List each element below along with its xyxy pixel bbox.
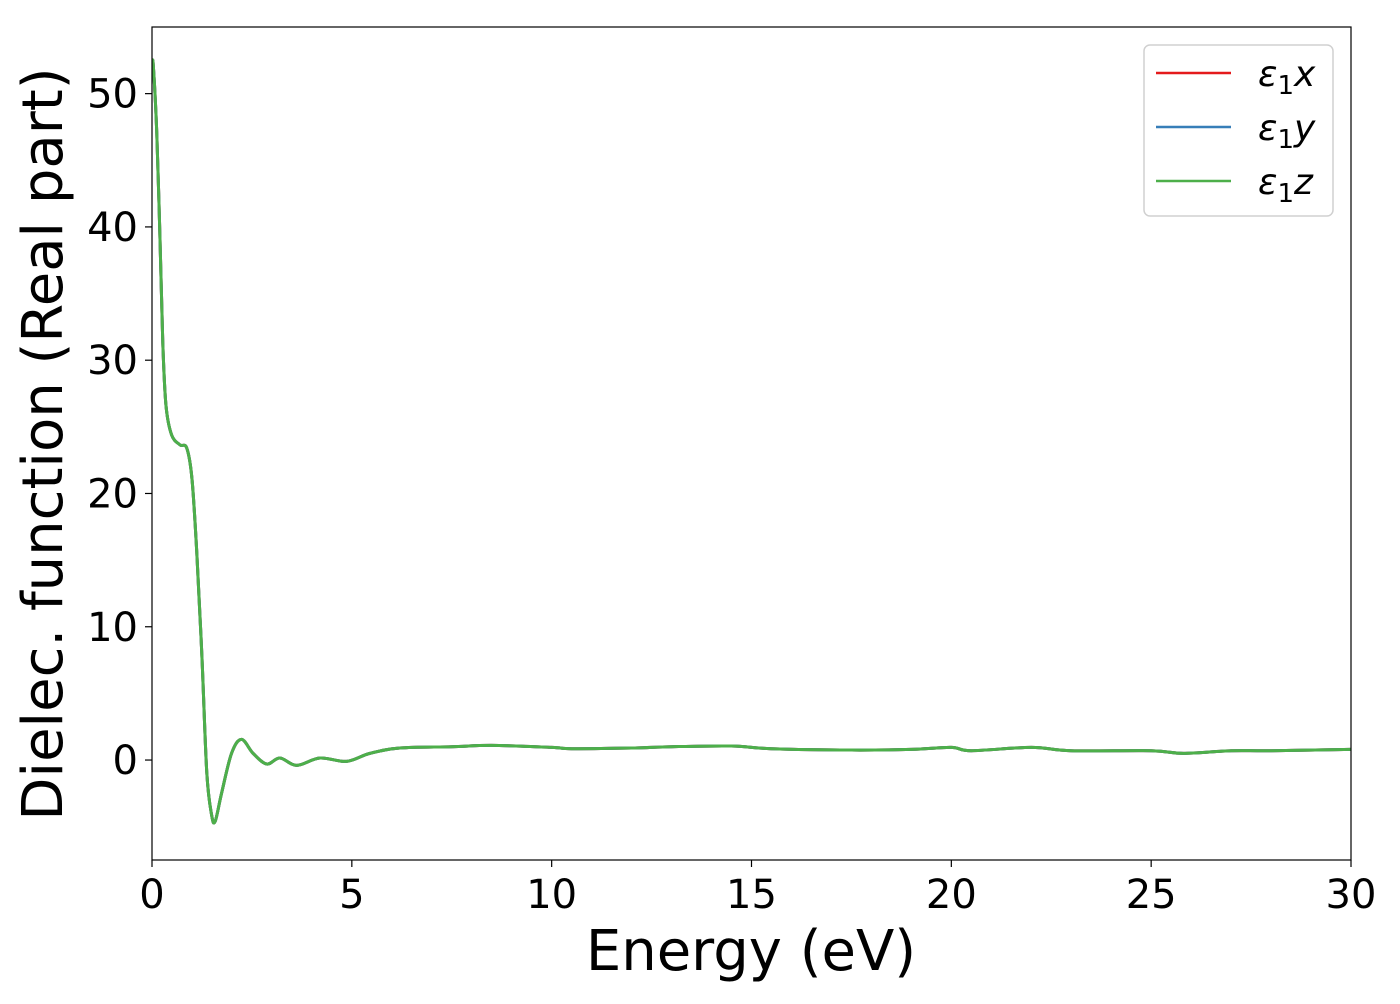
- x-tick-label: 10: [526, 872, 577, 918]
- x-tick-label: 5: [339, 872, 364, 918]
- y-axis: 0 10 20 30 40 50: [87, 72, 152, 784]
- x-axis-label: Energy (eV): [586, 919, 916, 984]
- y-tick-label: 50: [87, 72, 138, 118]
- series-line-z: [152, 58, 1351, 825]
- legend-label-y: ε1y: [1258, 108, 1316, 155]
- y-axis-label: Dielec. function (Real part): [11, 67, 76, 820]
- y-tick-label: 20: [87, 471, 138, 517]
- plot-area: [152, 58, 1351, 825]
- y-tick-label: 40: [87, 205, 138, 251]
- x-tick-label: 15: [726, 872, 777, 918]
- y-tick-label: 10: [87, 605, 138, 651]
- x-tick-label: 20: [926, 872, 977, 918]
- legend: ε1x ε1y ε1z: [1143, 44, 1334, 217]
- legend-label-x: ε1x: [1258, 54, 1316, 101]
- x-axis: 0 5 10 15 20 25 30: [139, 860, 1376, 918]
- y-tick-label: 0: [113, 738, 138, 784]
- y-tick-label: 30: [87, 338, 138, 384]
- legend-label-z: ε1z: [1258, 162, 1314, 209]
- x-tick-label: 0: [139, 872, 164, 918]
- x-tick-label: 30: [1326, 872, 1377, 918]
- x-tick-label: 25: [1126, 872, 1177, 918]
- legend-box: [1143, 44, 1334, 217]
